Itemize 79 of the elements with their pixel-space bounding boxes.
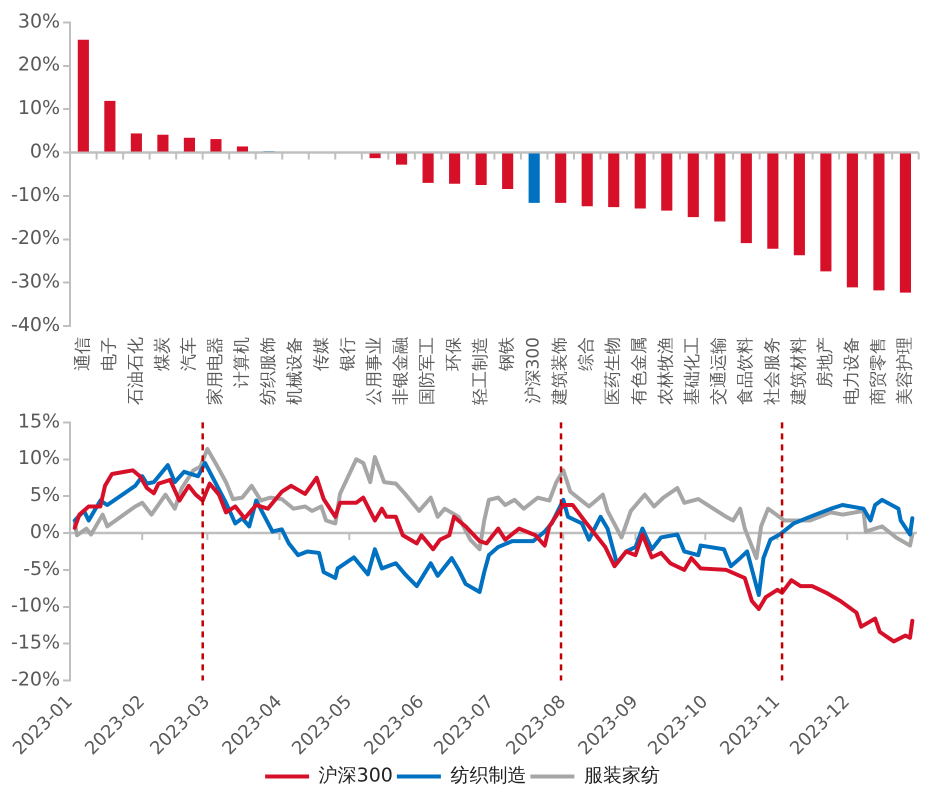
x-tick-label: 美容护理	[894, 337, 915, 405]
x-tick-label: 银行	[338, 337, 358, 372]
y-tick-label: -40%	[10, 314, 60, 336]
y-tick-label: 20%	[18, 54, 60, 76]
bar	[396, 154, 408, 165]
x-tick-label: 交通运输	[709, 337, 730, 405]
x-tick-label: 钢铁	[497, 337, 518, 372]
y-tick-label: 0%	[30, 140, 60, 162]
x-tick-label: 轻工制造	[470, 337, 491, 405]
bar	[422, 154, 434, 183]
x-tick-label: 综合	[576, 337, 597, 371]
y-tick-label: -10%	[10, 594, 60, 617]
x-tick-label: 通信	[72, 337, 93, 371]
legend-label: 沪深300	[318, 764, 393, 786]
bar	[794, 154, 805, 256]
y-tick-label: 5%	[30, 484, 60, 506]
bar	[502, 154, 514, 189]
bar	[104, 100, 116, 152]
x-tick-label: 建筑装饰	[550, 337, 570, 406]
y-tick-label: 0%	[30, 520, 60, 543]
bar	[210, 139, 222, 152]
bar	[130, 133, 142, 152]
x-tick-label: 汽车	[178, 337, 199, 371]
y-tick-label: -30%	[10, 270, 60, 293]
bar	[476, 154, 487, 186]
x-tick-label: 电子	[99, 337, 120, 371]
bar	[78, 40, 89, 152]
bar	[740, 154, 752, 244]
y-tick-label: -15%	[10, 632, 60, 654]
bar	[449, 154, 460, 184]
y-tick-label: -20%	[10, 227, 60, 250]
bar	[528, 154, 540, 203]
y-tick-label: -20%	[10, 668, 60, 690]
x-tick-label: 机械设备	[284, 337, 305, 405]
y-tick-label: -10%	[10, 184, 60, 206]
x-tick-label: 农林牧渔	[656, 337, 676, 405]
y-tick-label: 30%	[18, 10, 60, 32]
bar	[634, 154, 646, 208]
x-tick-label: 石油石化	[126, 337, 146, 405]
bar	[714, 154, 726, 222]
x-tick-label: 基础化工	[682, 337, 703, 405]
bar	[236, 146, 248, 152]
x-tick-label: 纺织服饰	[258, 337, 278, 405]
y-tick-label: 10%	[18, 447, 60, 470]
bar	[846, 154, 858, 288]
bar	[157, 134, 168, 152]
bar	[873, 154, 884, 290]
x-tick-label: 商贸零售	[868, 337, 888, 405]
x-tick-label: 计算机	[232, 337, 252, 388]
bar	[820, 154, 832, 272]
x-tick-label: 公用事业	[364, 337, 384, 405]
legend-label: 服装家纺	[584, 764, 660, 786]
bar	[369, 154, 381, 158]
bar	[688, 154, 699, 218]
x-tick-label: 煤炭	[152, 337, 172, 371]
legend-label: 纺织制造	[450, 764, 526, 786]
x-tick-label: 家用电器	[205, 337, 226, 405]
x-tick-label: 房地产	[815, 337, 836, 388]
bar	[767, 154, 778, 249]
x-tick-label: 社会服务	[762, 337, 782, 405]
bar	[555, 154, 566, 203]
y-tick-label: 15%	[18, 410, 60, 432]
x-tick-label: 电力设备	[842, 337, 862, 405]
x-tick-label: 食品饮料	[736, 337, 756, 405]
x-tick-label: 有色金属	[630, 337, 650, 405]
bar	[184, 138, 195, 152]
x-tick-label: 非银金融	[391, 337, 411, 405]
bar	[608, 154, 620, 208]
x-tick-label: 国防军工	[418, 337, 438, 405]
y-tick-label: 10%	[18, 97, 60, 120]
x-tick-label: 传媒	[311, 337, 332, 371]
x-tick-label: 环保	[444, 337, 464, 371]
x-tick-label: 沪深300	[524, 337, 544, 404]
x-tick-label: 建筑材料	[788, 337, 809, 406]
x-tick-label: 医药生物	[603, 337, 624, 405]
bar	[900, 154, 912, 293]
bar	[661, 154, 672, 211]
bar	[582, 154, 593, 206]
y-tick-label: -5%	[23, 558, 60, 580]
